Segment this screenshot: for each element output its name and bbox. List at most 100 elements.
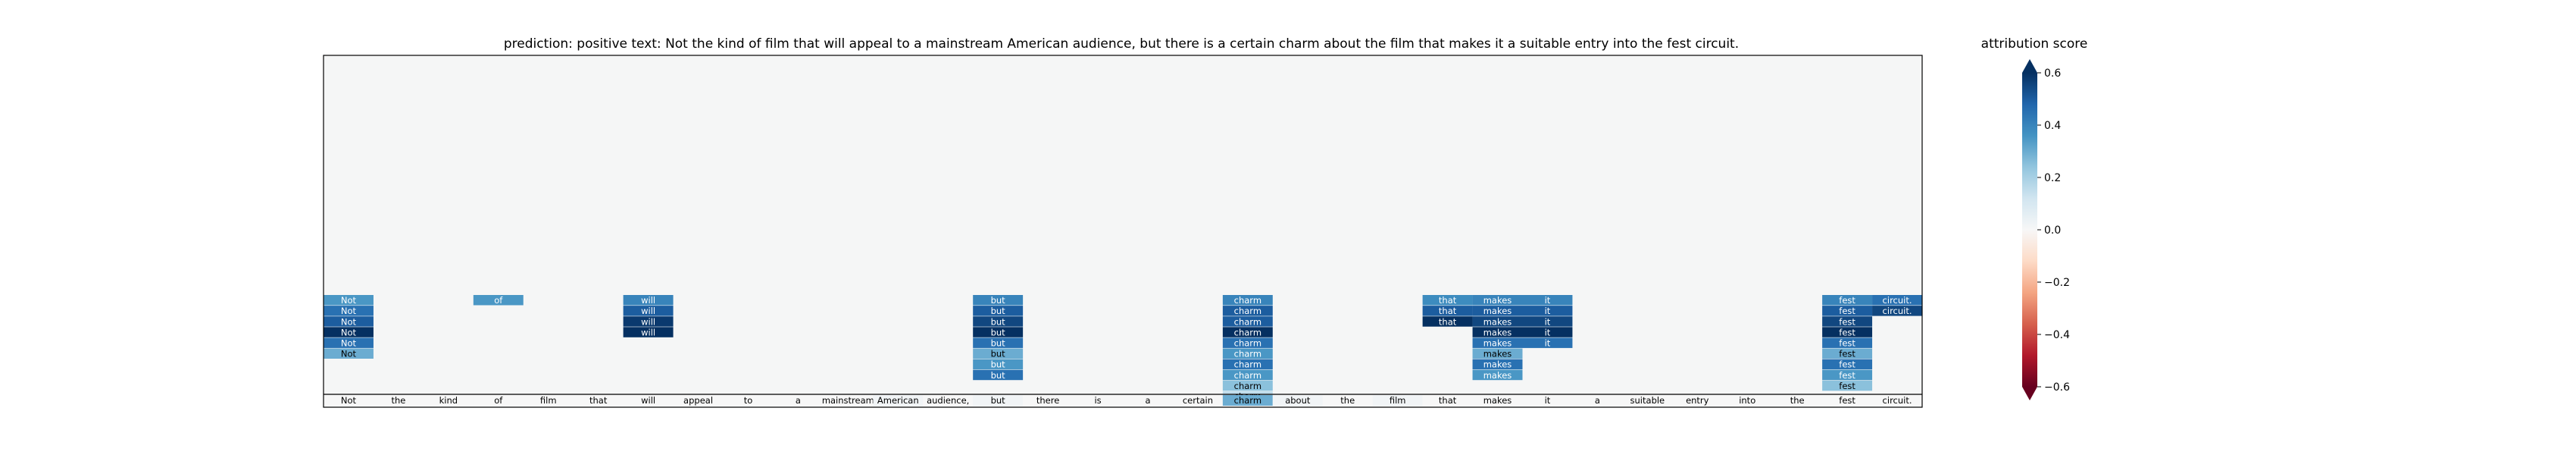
token-label: suitable: [1630, 395, 1665, 406]
heatmap-cell-label: charm: [1234, 327, 1261, 337]
heatmap-cell: [324, 348, 374, 359]
heatmap-cell: [1522, 316, 1573, 327]
token-label: that: [589, 395, 608, 406]
heatmap-cell-label: it: [1545, 327, 1551, 337]
heatmap-cell-label: but: [991, 370, 1006, 381]
heatmap-cell: [973, 316, 1024, 327]
colorbar-extend-max: [2022, 59, 2037, 73]
heatmap-cell: [1522, 337, 1573, 348]
token-label: Not: [341, 395, 357, 406]
heatmap-cell-label: will: [641, 306, 655, 316]
heatmap-cell-label: makes: [1483, 327, 1512, 337]
token-label: certain: [1183, 395, 1213, 406]
colorbar-tick-label: 0.6: [2044, 67, 2061, 80]
heatmap-cell: [1822, 337, 1873, 348]
token-label: there: [1036, 395, 1059, 406]
heatmap-cell-label: charm: [1234, 316, 1261, 327]
colorbar: −0.6 −0.4 −0.2 0.0 0.2 0.4 0.6: [2022, 59, 2070, 400]
token-label: makes: [1483, 395, 1512, 406]
heatmap-cell: [1472, 327, 1523, 337]
heatmap-cell-label: makes: [1483, 370, 1512, 381]
heatmap-cell-label: that: [1439, 316, 1457, 327]
heatmap-cell: [623, 306, 674, 316]
heatmap-cell-label: makes: [1483, 359, 1512, 370]
heatmap-cell-label: will: [641, 327, 655, 337]
heatmap-cell-label: fest: [1839, 316, 1855, 327]
heatmap-cell: [1422, 316, 1473, 327]
heatmap-cell: [1472, 369, 1523, 381]
token-row-cell: [1872, 395, 1922, 406]
token-row-cell: [1822, 395, 1873, 406]
token-row-cell: [573, 395, 624, 406]
heatmap-cell: [1822, 306, 1873, 316]
token-row-cell: [1522, 395, 1573, 406]
heatmap-cell: [1822, 359, 1873, 370]
token-row-cell: [923, 395, 974, 406]
token-label: but: [991, 395, 1006, 406]
heatmap-cell-label: makes: [1483, 306, 1512, 316]
heatmap-cell: [1222, 295, 1273, 306]
heatmap-cell-label: charm: [1234, 349, 1261, 359]
token-label: a: [1595, 395, 1600, 406]
token-label: that: [1439, 395, 1457, 406]
heatmap-cell-label: charm: [1234, 337, 1261, 348]
heatmap-cell: [1822, 316, 1873, 327]
colorbar-extend-min: [2022, 387, 2037, 400]
token-label: it: [1545, 395, 1551, 406]
heatmap-cell-label: circuit.: [1883, 295, 1912, 306]
token-label: the: [1340, 395, 1355, 406]
heatmap-cell-label: that: [1439, 295, 1457, 306]
heatmap-cell: [1472, 306, 1523, 316]
heatmap-cell: [1422, 295, 1473, 306]
heatmap-cell: [324, 295, 374, 306]
heatmap-cell-label: makes: [1483, 349, 1512, 359]
token-label: audience,: [927, 395, 969, 406]
heatmap-cell-label: fest: [1839, 381, 1855, 391]
heatmap-cell: [973, 369, 1024, 381]
heatmap-cell: [623, 316, 674, 327]
heatmap-cell: [623, 295, 674, 306]
colorbar-title: attribution score: [1981, 36, 2088, 52]
heatmap-cell: [1822, 295, 1873, 306]
heatmap-cell: [1872, 295, 1922, 306]
token-row-cell: [673, 395, 724, 406]
heatmap-cell: [1222, 348, 1273, 359]
heatmap-cell-label: that: [1439, 306, 1457, 316]
token-label: a: [796, 395, 801, 406]
heatmap-cell-label: fest: [1839, 349, 1855, 359]
heatmap-cell: [1222, 359, 1273, 370]
colorbar-tick-label: −0.6: [2044, 381, 2070, 394]
token-row-cell: [1472, 395, 1523, 406]
token-row-cell: [1622, 395, 1673, 406]
heatmap-cell-label: fest: [1839, 370, 1855, 381]
token-label: the: [1790, 395, 1805, 406]
heatmap-cell: [973, 337, 1024, 348]
heatmap-cell-label: but: [991, 295, 1006, 306]
token-label: fest: [1839, 395, 1855, 406]
token-row-cell: [1073, 395, 1123, 406]
token-row-cell: [324, 395, 374, 406]
token-label: film: [540, 395, 557, 406]
heatmap-cell-label: will: [641, 316, 655, 327]
token-row-cell: [973, 395, 1024, 406]
heatmap-cell-label: it: [1545, 306, 1551, 316]
chart-title: prediction: positive text: Not the kind …: [504, 36, 1739, 52]
token-row-cell: [773, 395, 824, 406]
colorbar-tick-label: 0.2: [2044, 172, 2061, 184]
heatmap-cell-label: but: [991, 359, 1006, 370]
heatmap-cell-label: charm: [1234, 306, 1261, 316]
heatmap-cell-label: it: [1545, 337, 1551, 348]
heatmap-cell-label: but: [991, 327, 1006, 337]
colorbar-gradient: [2022, 73, 2037, 387]
token-row-cell: [1722, 395, 1773, 406]
heatmap-cell-label: charm: [1234, 370, 1261, 381]
token-label: American: [877, 395, 919, 406]
heatmap-cell: [973, 348, 1024, 359]
token-row-cell: [1172, 395, 1223, 406]
token-label: into: [1739, 395, 1755, 406]
colorbar-tick-label: 0.4: [2044, 120, 2061, 132]
heatmap-background: [324, 55, 1922, 407]
colorbar-tick-label: −0.2: [2044, 277, 2070, 289]
